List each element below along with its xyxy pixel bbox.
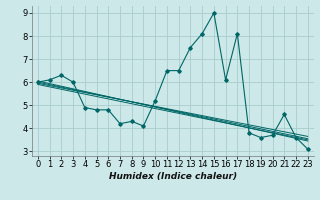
X-axis label: Humidex (Indice chaleur): Humidex (Indice chaleur) bbox=[109, 172, 237, 181]
